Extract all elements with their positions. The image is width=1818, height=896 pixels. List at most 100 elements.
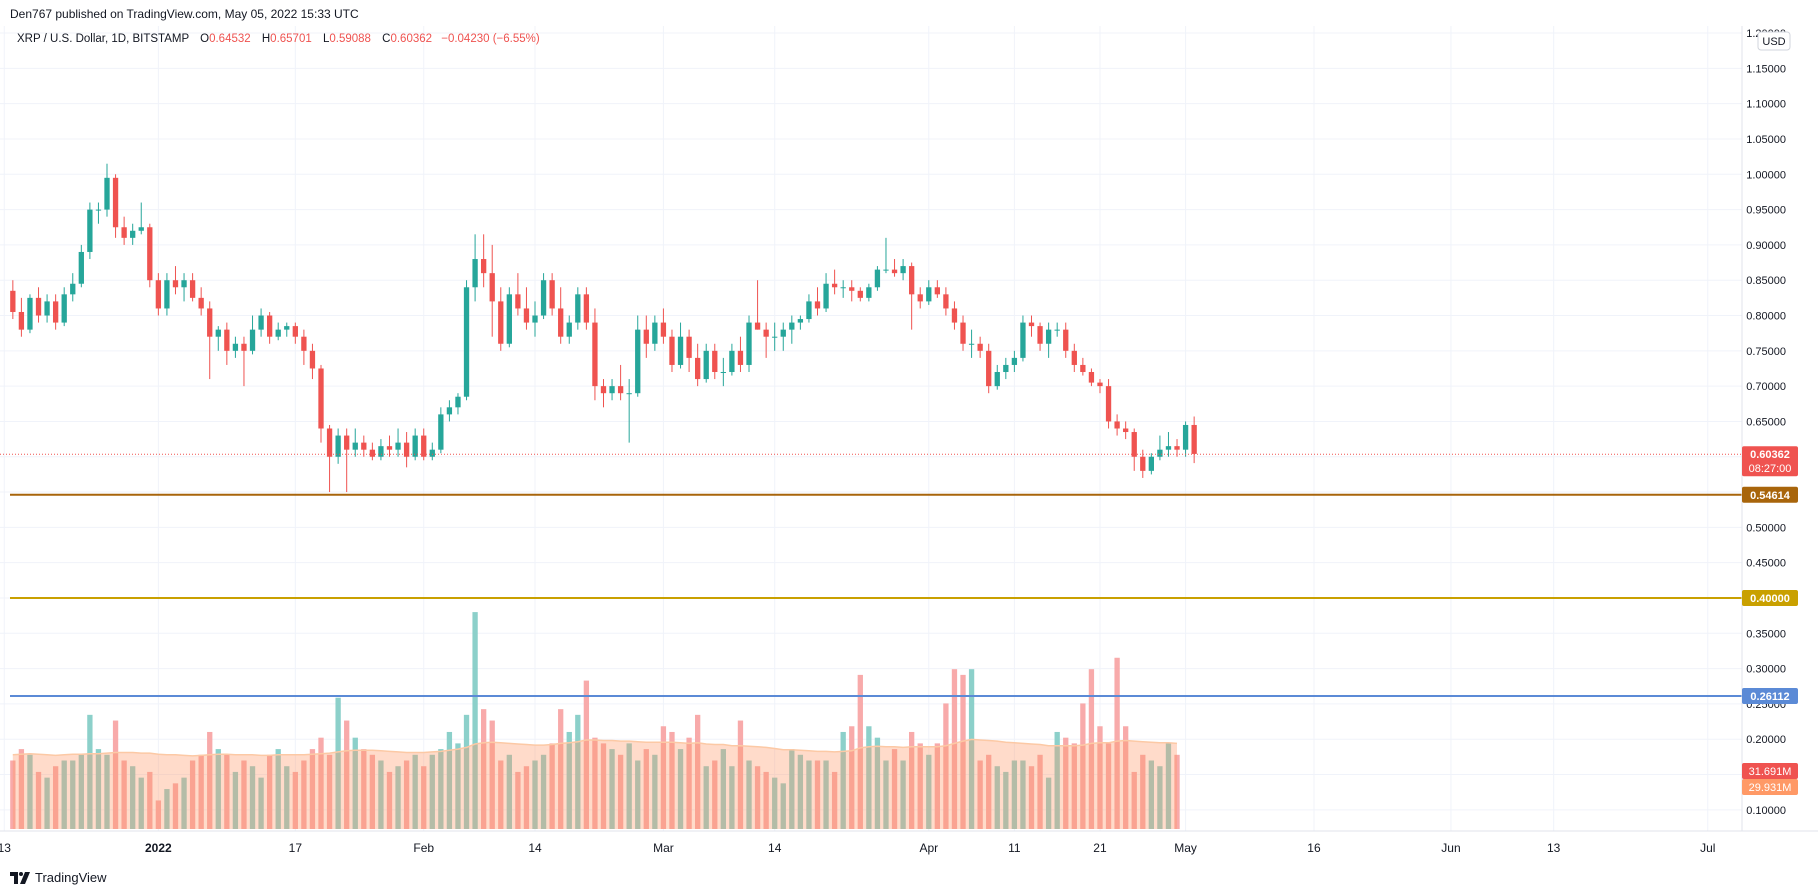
volume-bar <box>138 777 144 829</box>
candle <box>1003 357 1009 380</box>
candle-body <box>1080 364 1086 373</box>
candle-body <box>1097 382 1103 387</box>
candle <box>1037 322 1043 351</box>
price-tick-label: 0.85000 <box>1746 275 1786 287</box>
volume-bar <box>1148 760 1155 829</box>
volume-bar <box>1037 754 1043 829</box>
candle-body <box>926 287 932 302</box>
volume-bar <box>677 749 684 829</box>
candle <box>18 297 25 337</box>
candle <box>1071 343 1077 373</box>
candle-body <box>1182 424 1189 450</box>
candle-body <box>840 287 846 289</box>
candle-body <box>857 290 863 298</box>
candle <box>780 322 786 351</box>
candle <box>369 442 376 461</box>
candle <box>27 294 33 334</box>
volume-bar <box>480 709 487 829</box>
candle <box>1191 416 1197 464</box>
candle <box>361 435 367 457</box>
candle-body <box>1054 329 1060 331</box>
candle-body <box>1020 322 1026 358</box>
candle <box>1028 315 1035 337</box>
close-label: C <box>382 33 390 45</box>
tradingview-logo[interactable]: TradingView <box>10 870 107 885</box>
candle-body <box>121 227 127 238</box>
candle <box>164 273 170 316</box>
candle-body <box>909 266 915 295</box>
candle-body <box>540 280 547 316</box>
candle <box>1105 379 1112 429</box>
volume-bar <box>344 720 350 829</box>
candle-body <box>772 336 778 338</box>
candle <box>703 343 709 383</box>
open-value: 0.64532 <box>209 33 251 45</box>
volume-bar <box>215 749 221 829</box>
candle-body <box>1123 428 1129 433</box>
candle-body <box>849 287 855 291</box>
candle-body <box>1028 322 1035 327</box>
candle <box>566 315 572 344</box>
candle-body <box>532 315 538 323</box>
volume-bar <box>960 674 966 829</box>
candle-body <box>489 273 495 302</box>
candle-body <box>155 280 162 309</box>
volume-bar <box>446 731 453 829</box>
candle-body <box>720 372 726 374</box>
candle-body <box>686 336 692 358</box>
candle <box>198 287 204 316</box>
candle <box>215 326 221 351</box>
candle <box>1097 379 1103 394</box>
candle-body <box>52 301 59 323</box>
candle <box>840 280 846 298</box>
candle <box>695 343 701 387</box>
volume-bar <box>532 760 538 829</box>
price-tick-label: 0.20000 <box>1746 734 1786 746</box>
candle <box>635 315 641 397</box>
candle-body <box>669 336 675 365</box>
candle-body <box>198 297 204 309</box>
candle <box>241 336 247 387</box>
time-axis[interactable]: 13 2022 17 Feb 14 Mar 14 Apr 11 21 May 16 Jun 13 Jul <box>0 830 1818 855</box>
volume-bar <box>549 743 555 829</box>
volume-bar <box>763 771 769 829</box>
candle-body <box>617 386 624 394</box>
volume-bar <box>1071 743 1077 829</box>
candle <box>746 315 752 373</box>
candle-body <box>643 329 649 344</box>
candle-body <box>943 294 949 309</box>
currency-button[interactable]: USD <box>1757 31 1791 51</box>
volume-bar <box>438 749 444 829</box>
candle <box>318 364 324 443</box>
time-tick-label: 13 <box>1547 841 1561 855</box>
candle-body <box>249 329 256 351</box>
candle <box>472 234 478 302</box>
candle <box>1123 421 1129 440</box>
price-tick-label: 0.35000 <box>1746 628 1786 640</box>
time-axis-ticks: 13 2022 17 Feb 14 Mar 14 Apr 11 21 May 16 Jun 13 Jul <box>0 841 1715 855</box>
candle <box>1182 421 1189 457</box>
volume-bar <box>10 760 16 829</box>
symbol-legend[interactable]: XRP / U.S. Dollar, 1D, BITSTAMP O0.64532… <box>17 33 540 45</box>
volume-bar <box>712 760 718 829</box>
volume-bar <box>1080 703 1086 829</box>
time-tick-label: 17 <box>289 841 303 855</box>
candle <box>883 237 889 274</box>
volume-bar <box>463 714 470 829</box>
candle-body <box>695 357 701 380</box>
candle-body <box>1045 329 1052 344</box>
candle-body <box>87 209 93 252</box>
level-label: 0.26112 <box>1750 691 1789 703</box>
price-tick-label: 0.65000 <box>1746 416 1786 428</box>
candle <box>789 315 795 344</box>
candle <box>592 308 598 401</box>
volume-bars <box>10 612 1180 829</box>
volume-bar <box>934 743 940 829</box>
candle <box>1148 453 1155 475</box>
price-tick-label: 0.80000 <box>1746 311 1786 323</box>
price-chart[interactable]: 1.200001.150001.100001.050001.000000.950… <box>0 26 1818 860</box>
candle <box>986 343 992 394</box>
footer: TradingView <box>0 860 1818 896</box>
time-tick-label: Jul <box>1700 841 1715 855</box>
close-value: 0.60362 <box>390 33 432 45</box>
